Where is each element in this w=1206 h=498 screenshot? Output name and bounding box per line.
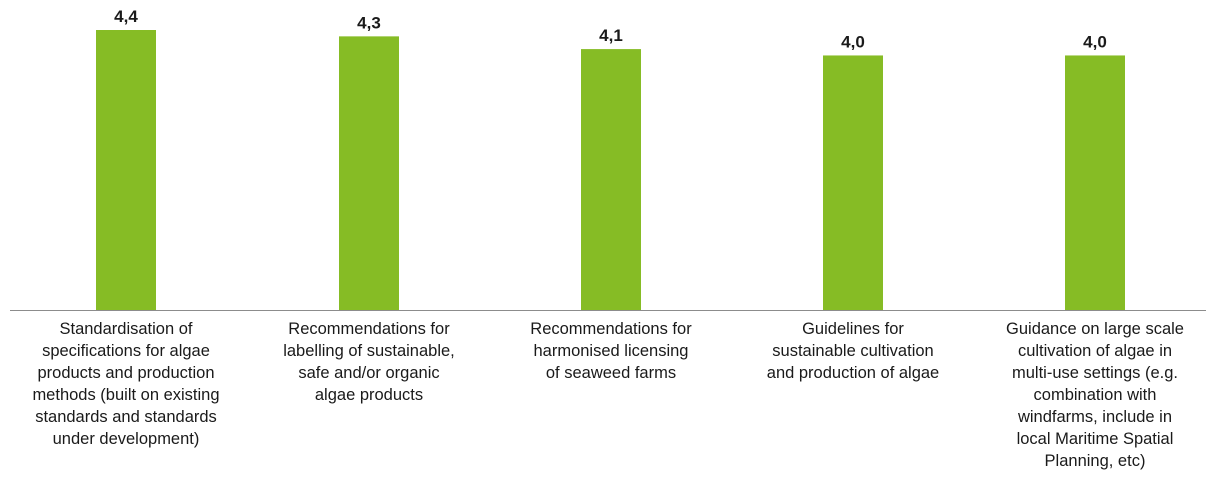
bar	[339, 36, 399, 310]
category-label: Standardisation of specifications for al…	[32, 320, 220, 448]
category-label: Recommendations for labelling of sustain…	[283, 320, 455, 404]
bar-value-label: 4,4	[114, 7, 138, 26]
bar	[823, 55, 883, 310]
bar-value-label: 4,3	[357, 13, 381, 32]
bar	[1065, 55, 1125, 310]
category-label: Recommendations for harmonised licensing…	[530, 320, 692, 382]
category-label: Guidance on large scale cultivation of a…	[1006, 320, 1184, 470]
bar	[96, 30, 156, 310]
category-label: Guidelines for sustainable cultivation a…	[766, 320, 940, 382]
bar	[581, 49, 641, 310]
bar-chart: 4,4 4,3 4,1 4,0 4,0	[10, 7, 1206, 311]
bar-value-label: 4,0	[841, 32, 865, 51]
bar-value-label: 4,1	[599, 26, 623, 45]
bar-value-label: 4,0	[1083, 32, 1107, 51]
